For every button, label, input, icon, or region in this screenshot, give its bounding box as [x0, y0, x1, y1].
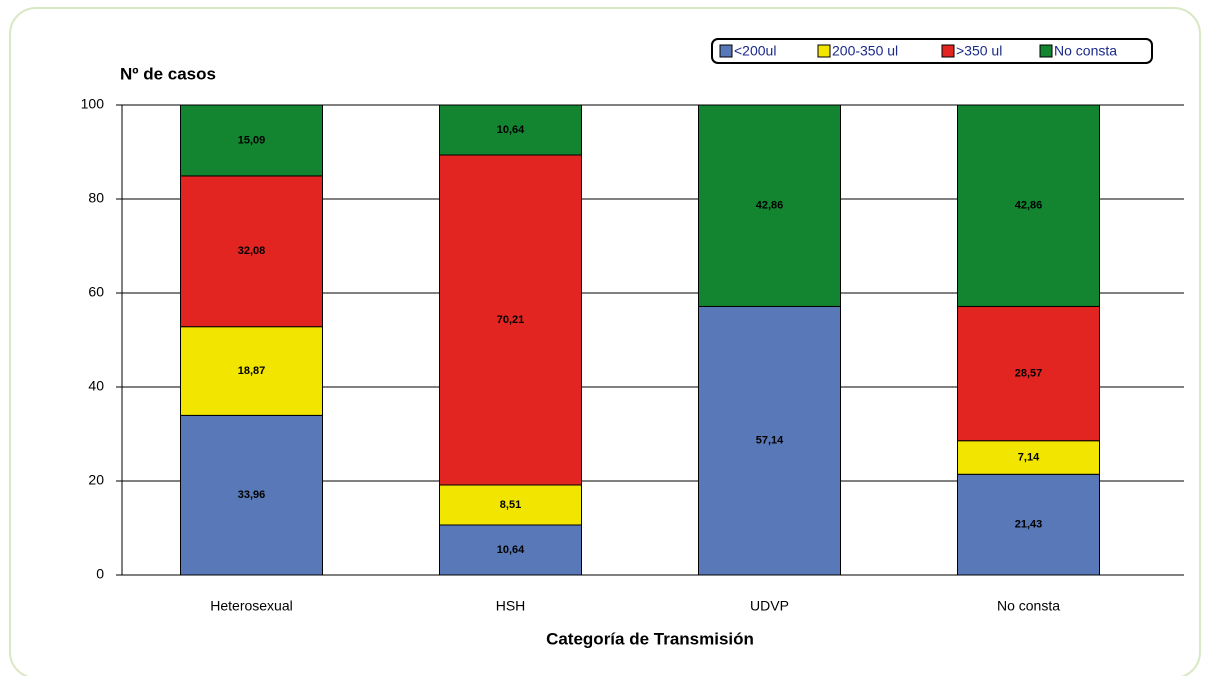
value-label: 28,57: [1015, 367, 1043, 379]
x-tick-label: HSH: [496, 598, 526, 614]
bar-segment: [180, 326, 323, 416]
legend-swatch: [941, 44, 955, 58]
bar-segment: [439, 154, 582, 486]
bar-segment: [957, 473, 1100, 576]
value-label: 8,51: [500, 499, 521, 511]
legend-swatch: [719, 44, 733, 58]
value-label: 10,64: [497, 544, 525, 556]
y-tick-label: 60: [88, 284, 104, 300]
value-label: 15,09: [238, 134, 266, 146]
value-label: 42,86: [756, 200, 784, 212]
value-label: 32,08: [238, 245, 266, 257]
legend-swatch: [1039, 44, 1053, 58]
value-label: 42,86: [1015, 200, 1043, 212]
bar-segment: [698, 104, 841, 307]
value-label: 18,87: [238, 365, 266, 377]
y-tick-label: 40: [88, 378, 104, 394]
x-tick-label: No consta: [997, 598, 1060, 614]
x-tick-label: Heterosexual: [210, 598, 293, 614]
value-label: 57,14: [756, 435, 784, 447]
bar-segment: [957, 104, 1100, 307]
y-axis-title: Nº de casos: [120, 64, 216, 83]
y-tick-label: 80: [88, 190, 104, 206]
y-tick-label: 0: [96, 566, 104, 582]
bar-segment: [698, 305, 841, 576]
x-axis-title: Categoría de Transmisión: [546, 629, 754, 648]
bar-segment: [180, 104, 323, 177]
value-label: 33,96: [238, 489, 266, 501]
x-tick-label: UDVP: [750, 598, 789, 614]
legend-swatch: [817, 44, 831, 58]
value-label: 7,14: [1018, 451, 1040, 463]
y-tick-label: 100: [81, 96, 105, 112]
bar-segment: [439, 484, 582, 526]
y-tick-label: 20: [88, 472, 104, 488]
value-label: 10,64: [497, 124, 525, 136]
bar-segment: [439, 524, 582, 576]
value-label: 21,43: [1015, 519, 1043, 531]
value-label: 70,21: [497, 314, 525, 326]
bar-segment: [439, 104, 582, 156]
legend-label: 200-350 ul: [832, 43, 898, 59]
bar-segment: [180, 175, 323, 328]
legend-label: >350 ul: [956, 43, 1002, 59]
legend-label: <200ul: [734, 43, 776, 59]
legend-label: No consta: [1054, 43, 1117, 59]
